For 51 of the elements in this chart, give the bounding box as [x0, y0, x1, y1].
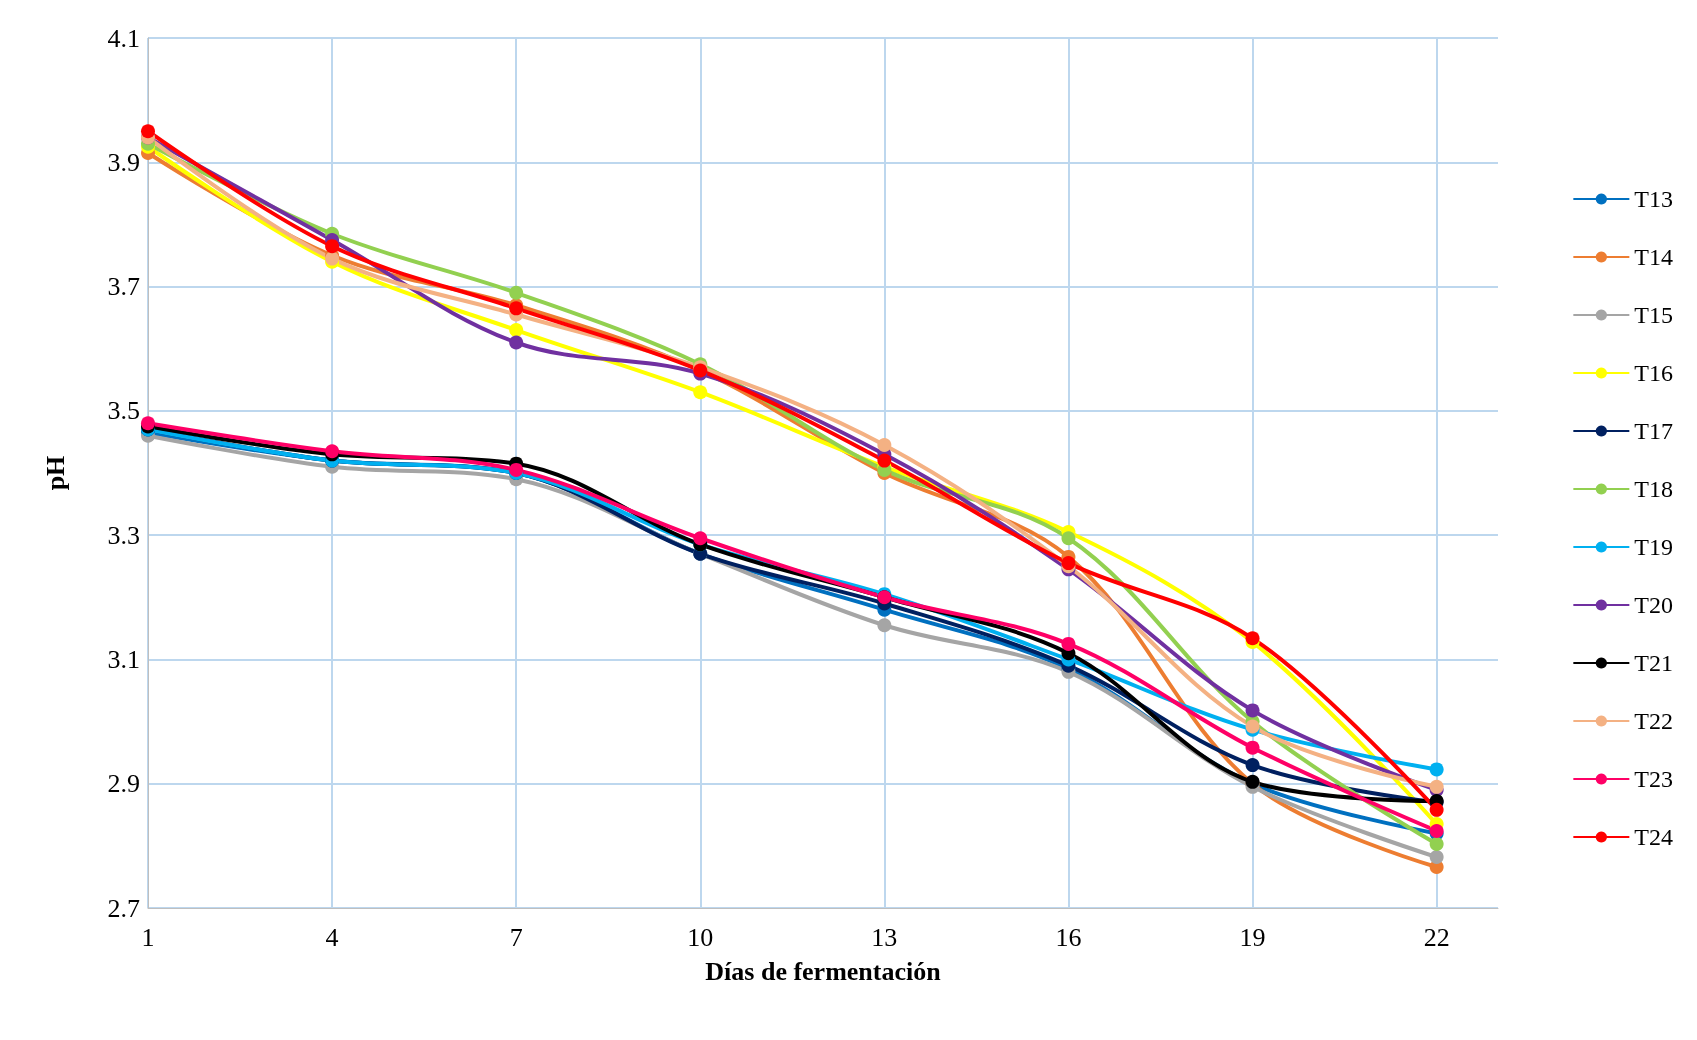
x-tick-label: 7 [509, 922, 523, 952]
point [877, 618, 892, 633]
legend-label: T23 [1634, 766, 1674, 792]
y-tick-label: 3.9 [107, 147, 140, 177]
y-tick-label: 3.5 [107, 396, 140, 426]
point [1429, 802, 1444, 817]
y-tick-label: 3.3 [107, 520, 140, 550]
legend-label: T20 [1634, 592, 1674, 618]
point [877, 438, 892, 453]
point [693, 385, 708, 400]
legend-label: T17 [1634, 418, 1674, 444]
point [693, 531, 708, 546]
legend-label: T18 [1634, 476, 1674, 502]
x-tick-label: 13 [871, 922, 898, 952]
legend-label: T13 [1634, 186, 1674, 212]
x-tick-label: 1 [141, 922, 155, 952]
y-axis-title: pH [40, 455, 70, 491]
point [141, 124, 155, 139]
point [1245, 740, 1260, 755]
legend-label: T16 [1634, 360, 1674, 386]
point [1245, 703, 1260, 718]
y-tick-label: 4.1 [107, 23, 140, 53]
point [509, 285, 524, 300]
legend-label: T21 [1634, 650, 1674, 676]
point [1245, 758, 1260, 773]
point [509, 323, 524, 338]
point [1429, 762, 1444, 777]
x-axis-title: Días de fermentación [705, 956, 942, 986]
x-tick-label: 19 [1239, 922, 1266, 952]
x-tick-label: 22 [1423, 922, 1450, 952]
point [1429, 837, 1444, 851]
x-tick-label: 10 [687, 922, 714, 952]
point [1429, 850, 1444, 865]
point [877, 453, 892, 468]
x-tick-label: 16 [1055, 922, 1082, 952]
legend-label: T14 [1634, 244, 1674, 270]
legend-label: T15 [1634, 302, 1674, 328]
x-tick-label: 4 [325, 922, 339, 952]
legend-label: T24 [1634, 824, 1674, 850]
y-tick-label: 2.9 [107, 769, 140, 799]
point [325, 239, 340, 254]
point [509, 335, 524, 350]
point [1061, 531, 1076, 546]
y-tick-label: 2.7 [107, 893, 140, 923]
y-tick-label: 3.7 [107, 272, 140, 302]
point [1061, 636, 1076, 651]
point [1245, 631, 1260, 646]
point [509, 462, 524, 477]
legend-label: T22 [1634, 708, 1674, 734]
y-tick-label: 3.1 [107, 644, 140, 674]
legend-label: T19 [1634, 534, 1674, 560]
